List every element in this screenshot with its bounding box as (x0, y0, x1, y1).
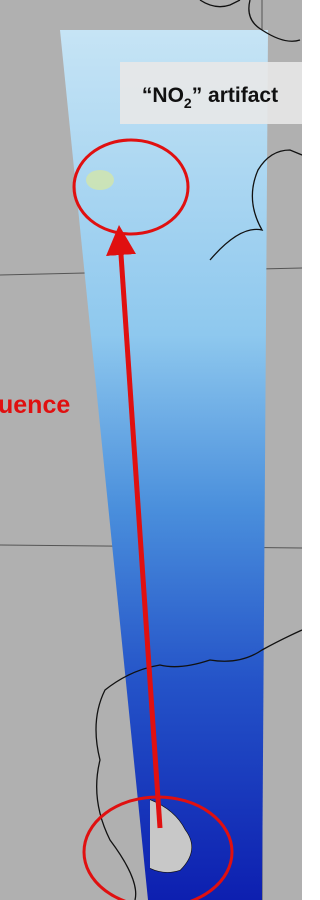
artifact-label: “NO2” artifact (142, 84, 278, 111)
artifact-spot (86, 170, 114, 190)
label-part: “NO (142, 84, 184, 107)
label-part: ” artifact (192, 84, 278, 107)
figure: “NO2” artifact uence (0, 0, 302, 900)
arrow-label: uence (0, 391, 70, 419)
label-subscript: 2 (184, 95, 192, 111)
